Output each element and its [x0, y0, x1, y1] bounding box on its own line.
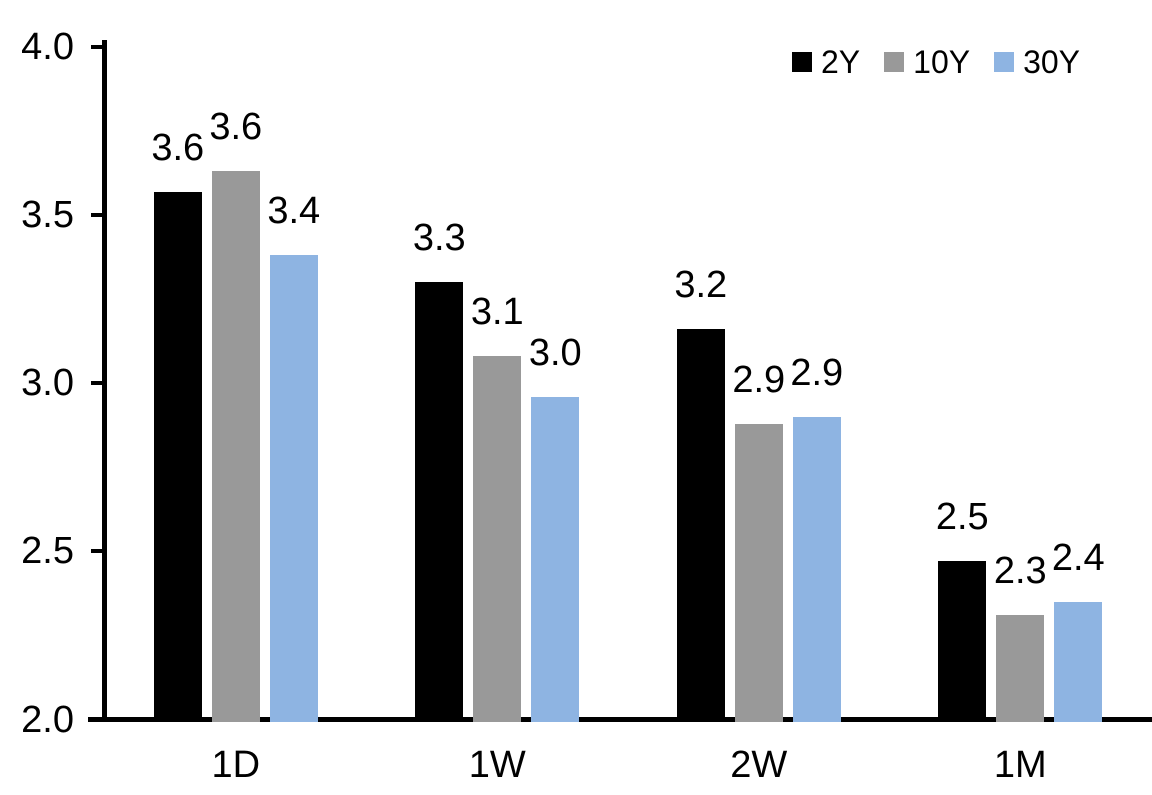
- legend-label: 10Y: [913, 44, 971, 80]
- bar: [938, 561, 987, 722]
- bar-value-label: 2.5: [935, 496, 989, 539]
- bar-value-label: 3.3: [412, 217, 466, 260]
- legend-item: 30Y: [994, 44, 1080, 80]
- y-axis-tick: [91, 381, 105, 386]
- bar-value-label: 3.4: [267, 190, 321, 233]
- bar: [415, 282, 464, 722]
- y-axis-tick: [91, 549, 105, 554]
- bar-value-label: 2.9: [732, 358, 786, 401]
- y-axis-tick: [91, 213, 105, 218]
- legend-item: 10Y: [884, 44, 970, 80]
- legend-swatch-icon: [792, 52, 812, 72]
- legend-swatch-icon: [994, 52, 1015, 72]
- bar: [269, 255, 318, 722]
- legend-label: 30Y: [1023, 44, 1081, 80]
- bar: [734, 423, 783, 722]
- y-axis-line: [102, 40, 107, 722]
- bar-value-label: 3.1: [470, 291, 524, 334]
- x-axis-category-label: 1W: [468, 744, 526, 786]
- bar: [473, 356, 522, 722]
- y-axis-tick-label: 2.5: [21, 530, 74, 573]
- bar: [153, 191, 202, 722]
- legend-label: 2Y: [821, 44, 861, 80]
- bar-value-label: 2.3: [993, 550, 1047, 593]
- x-axis-category-label: 1M: [993, 744, 1047, 786]
- bar: [211, 171, 260, 722]
- bar-value-label: 3.2: [674, 264, 728, 307]
- y-axis-tick-label: 4.0: [21, 26, 74, 68]
- bar-value-label: 3.6: [209, 106, 263, 149]
- bar: [676, 329, 725, 722]
- x-axis-category-label: 1D: [211, 744, 261, 786]
- bar: [531, 396, 580, 722]
- legend-swatch-icon: [884, 52, 905, 72]
- y-axis-tick-label: 3.0: [21, 362, 74, 405]
- bar: [1054, 601, 1103, 722]
- x-axis-line: [88, 717, 1152, 722]
- y-axis-tick-label: 2.0: [21, 698, 74, 741]
- x-axis-category-label: 2W: [730, 744, 788, 786]
- bar: [996, 615, 1045, 722]
- legend: 2Y 10Y 30Y: [792, 44, 1080, 80]
- bar-value-label: 2.9: [790, 351, 844, 394]
- y-axis-tick: [91, 45, 105, 49]
- y-axis-tick: [91, 717, 105, 722]
- y-axis-tick-label: 3.5: [21, 194, 74, 237]
- bar: [792, 416, 841, 722]
- bar-value-label: 3.6: [151, 126, 205, 169]
- bar-value-label: 2.4: [1051, 536, 1105, 579]
- legend-item: 2Y: [792, 44, 860, 80]
- bar-value-label: 3.0: [528, 331, 582, 374]
